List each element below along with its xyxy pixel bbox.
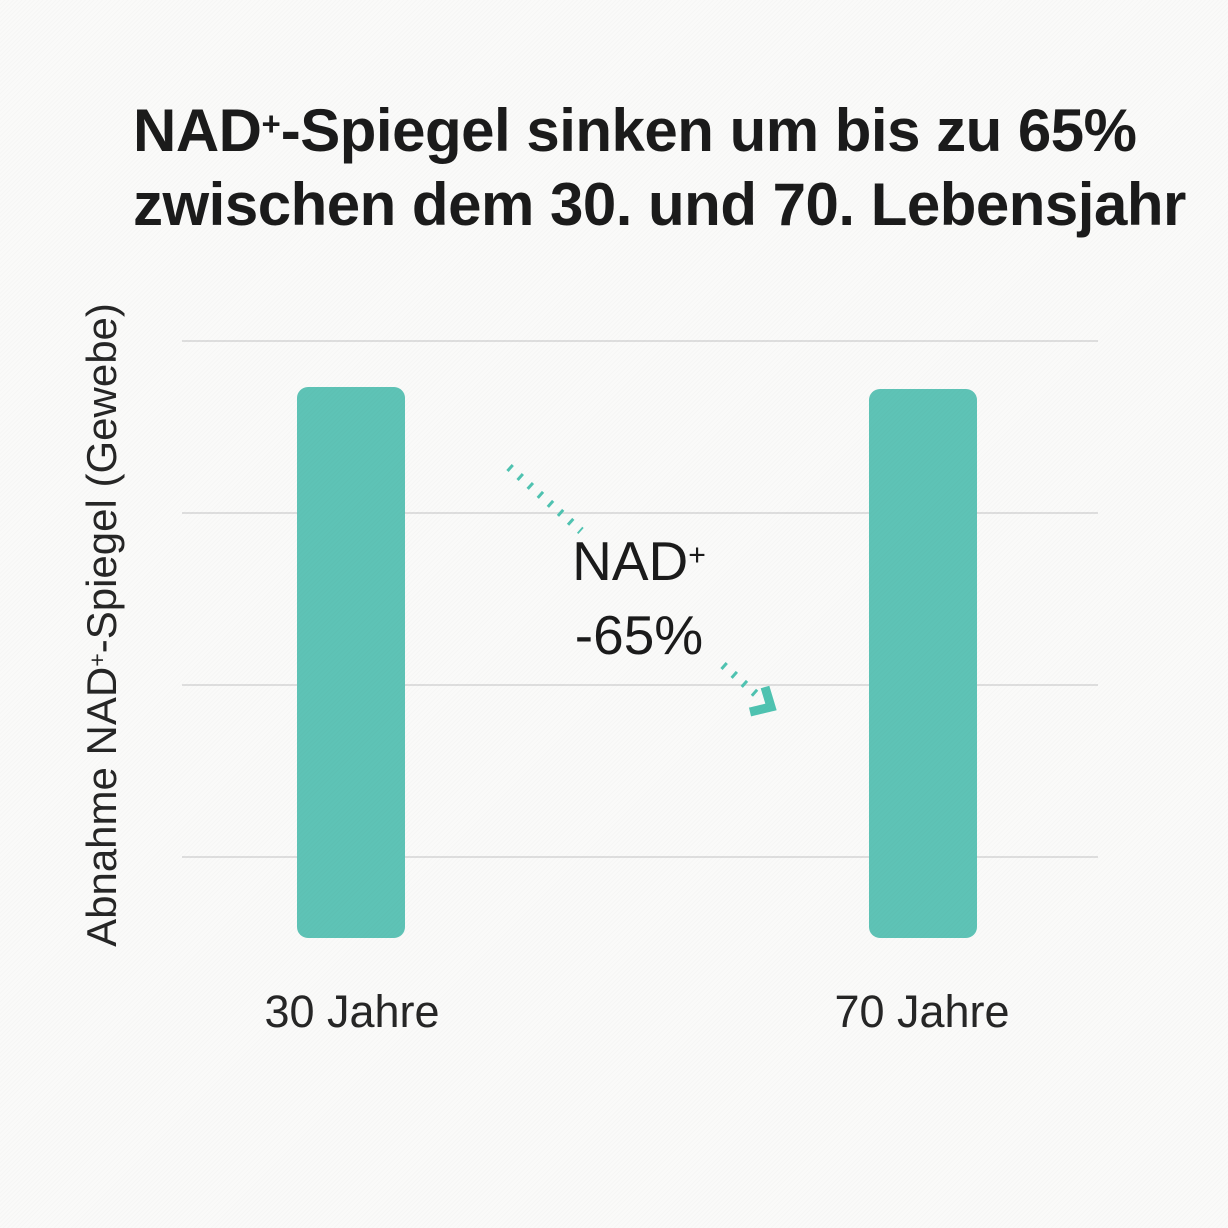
bar-30-jahre (297, 386, 405, 938)
y-axis-label-pre: Abnahme NAD (78, 666, 125, 947)
y-axis-label-post: -Spiegel (Gewebe) (78, 303, 125, 654)
decline-arrow-upper-segment (506, 464, 584, 534)
x-axis-label-70-jahre: 70 Jahre (834, 986, 1010, 1037)
annotation-nad-decline: NAD+ -65% (572, 529, 706, 667)
gridline (182, 683, 1098, 686)
annotation-line1: NAD+ (572, 529, 706, 603)
gridline (182, 340, 1098, 342)
bar-70-jahre (869, 388, 977, 938)
decline-arrow-head (748, 685, 777, 717)
chart-title-line1: NAD+-Spiegel sinken um bis zu 65% (133, 98, 1186, 172)
gridline (182, 511, 1098, 514)
title-superscript-plus: + (261, 105, 281, 143)
annotation-nad-text: NAD (572, 530, 689, 592)
title-nad-text: NAD (133, 97, 262, 164)
annotation-line2: -65% (574, 604, 704, 666)
title-line1-rest: -Spiegel sinken um bis zu 65% (280, 97, 1137, 164)
x-axis-label-30-jahre: 30 Jahre (264, 986, 440, 1037)
annotation-superscript-plus: + (688, 539, 706, 573)
chart-title-line2: zwischen dem 30. und 70. Lebensjahr (133, 171, 1186, 238)
y-axis-label: Abnahme NAD+-Spiegel (Gewebe) (78, 303, 126, 947)
decline-arrow-lower-segment (720, 662, 760, 698)
chart-title: NAD+-Spiegel sinken um bis zu 65% zwisch… (133, 98, 1186, 237)
gridline (182, 855, 1098, 858)
y-axis-superscript-plus: + (83, 653, 110, 667)
